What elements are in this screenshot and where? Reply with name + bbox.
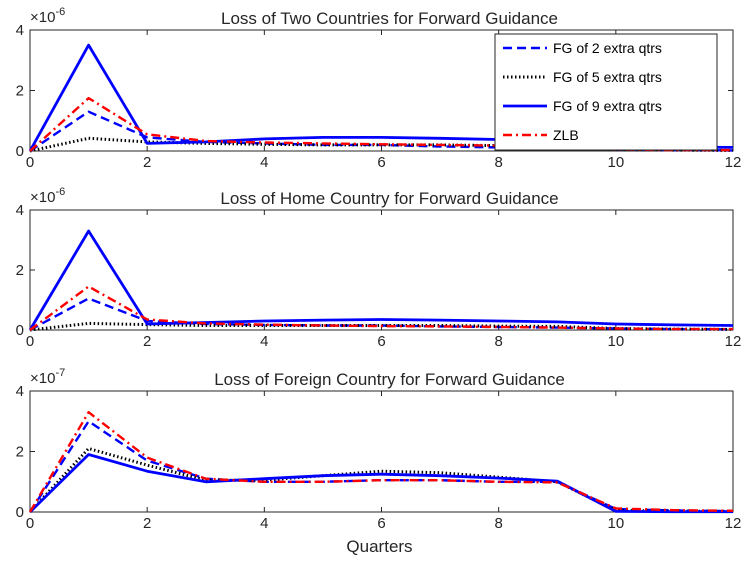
x-tick-label: 2: [143, 154, 151, 171]
legend: FG of 2 extra qtrs FG of 5 extra qtrs FG o…: [494, 33, 718, 151]
x-tick-label: 8: [494, 515, 502, 532]
x-tick-label: 10: [607, 515, 624, 532]
y-tick-label: 4: [16, 383, 24, 400]
y-tick-label: 2: [16, 83, 24, 100]
legend-label-4: ZLB: [553, 127, 579, 143]
x-tick-label: 4: [260, 333, 268, 350]
series-line-3: [28, 229, 734, 331]
legend-label-1: FG of 2 extra qtrs: [553, 40, 662, 56]
exponent-value: -6: [55, 186, 65, 198]
x-tick-label: 0: [26, 515, 34, 532]
exponent-label: ×10-6: [30, 186, 65, 206]
x-tick-label: 12: [725, 333, 742, 350]
legend-box: [494, 33, 718, 151]
series-line-3: [29, 453, 733, 514]
x-tick-label: 2: [143, 515, 151, 532]
x-axis-label: Quarters: [346, 537, 412, 556]
x-tick-label: 12: [725, 515, 742, 532]
series-line-4: [28, 411, 734, 513]
x-tick-label: 4: [260, 515, 268, 532]
x-tick-label: 0: [26, 154, 34, 171]
axes-box: [29, 209, 734, 331]
y-tick-label: 0: [16, 322, 24, 339]
exponent-value: -7: [55, 367, 65, 379]
axes-box: [29, 390, 734, 513]
x-tick-label: 8: [494, 154, 502, 171]
exponent-value: -6: [55, 6, 65, 18]
y-tick-label: 0: [16, 504, 24, 521]
x-tick-label: 8: [494, 333, 502, 350]
x-tick-label: 4: [260, 154, 268, 171]
exponent-label: ×10-6: [30, 6, 65, 26]
x-tick-label: 6: [377, 154, 385, 171]
x-tick-label: 0: [26, 333, 34, 350]
subplot-3: Loss of Foreign Country for Forward Guid…: [16, 367, 742, 556]
x-tick-label: 6: [377, 515, 385, 532]
y-tick-label: 2: [16, 262, 24, 279]
y-tick-label: 0: [16, 143, 24, 160]
subplot-2: Loss of Home Country for Forward Guidanc…: [16, 186, 742, 350]
x-tick-label: 10: [607, 154, 624, 171]
x-tick-label: 10: [607, 333, 624, 350]
chart-title: Loss of Home Country for Forward Guidanc…: [220, 189, 558, 208]
x-tick-label: 2: [143, 333, 151, 350]
chart-title: Loss of Two Countries for Forward Guidan…: [221, 9, 558, 28]
x-tick-label: 6: [377, 333, 385, 350]
series-line-1: [29, 297, 734, 332]
y-tick-label: 4: [16, 202, 24, 219]
series-line-4: [29, 285, 733, 331]
y-tick-label: 4: [16, 22, 24, 39]
x-tick-label: 12: [725, 154, 742, 171]
chart-title: Loss of Foreign Country for Forward Guid…: [214, 370, 565, 389]
exponent-label: ×10-7: [30, 367, 65, 387]
legend-label-3: FG of 9 extra qtrs: [553, 98, 662, 114]
y-tick-label: 2: [16, 444, 24, 461]
legend-label-2: FG of 5 extra qtrs: [553, 69, 662, 85]
